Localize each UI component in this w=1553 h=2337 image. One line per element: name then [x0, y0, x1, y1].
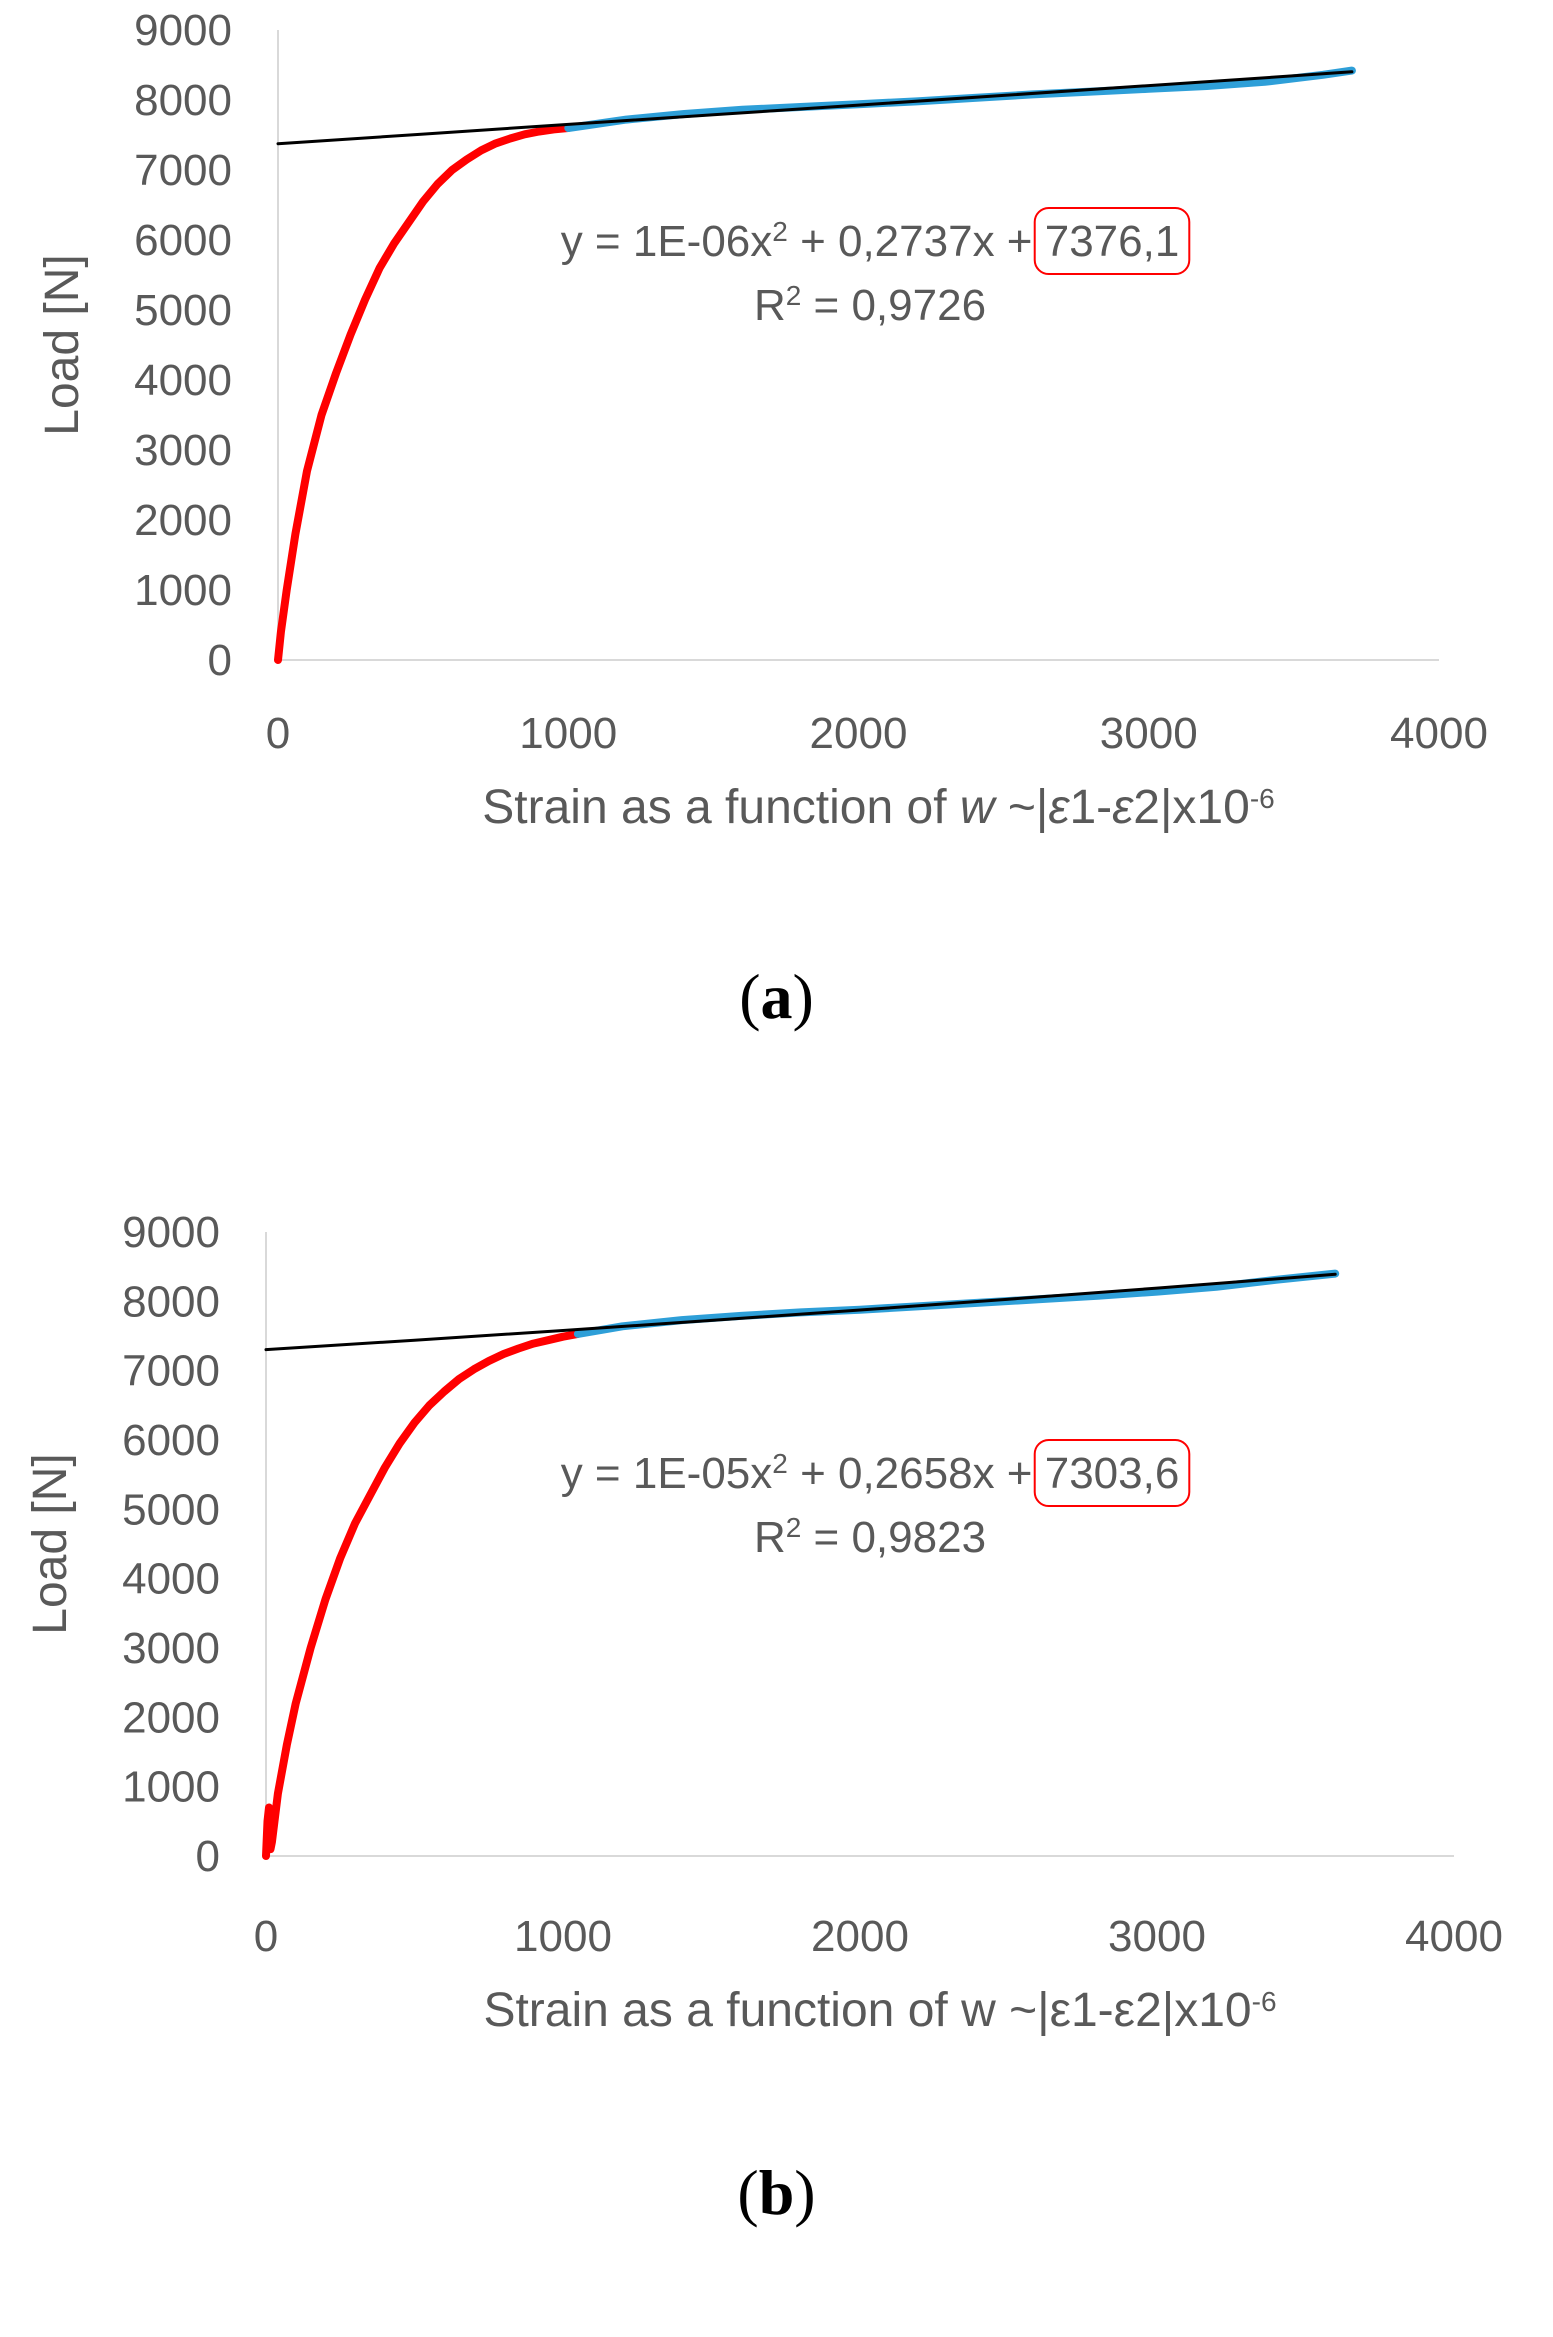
- y-tick-label: 7000: [122, 1347, 220, 1396]
- x-tick-label: 2000: [811, 1912, 909, 1961]
- intercept-highlight-box: [1033, 207, 1191, 275]
- x-axis-title: Strain as a function of w ~|ε1-ε2|x10-6: [482, 781, 1274, 834]
- y-tick-label: 4000: [134, 356, 232, 405]
- x-tick-label: 1000: [519, 709, 617, 758]
- axes: 0 1000 2000 3000 4000 5000 6000 7000 8000 9000 0 10…: [134, 6, 1488, 758]
- data-series-line: [262, 1329, 582, 1860]
- chart-panel-a: 0 1000 2000 3000 4000 5000 6000 7000 8000 9000 0 10…: [0, 0, 1553, 1060]
- equation-line-1: y = 1E-06x2 + 0,2737x + 7376,1: [561, 216, 1180, 267]
- series-group: [262, 1269, 1340, 1860]
- equation-line-2: R2 = 0,9823: [754, 1512, 986, 1563]
- series-group: [274, 66, 1356, 664]
- y-tick-label: 0: [196, 1832, 220, 1881]
- chart-b-svg: 0 1000 2000 3000 4000 5000 6000 7000 8000 9000 0 10…: [24, 1208, 1503, 2037]
- x-tick-label: 4000: [1405, 1912, 1503, 1961]
- axes: 0 1000 2000 3000 4000 5000 6000 7000 8000 9000 0 10…: [122, 1208, 1503, 1961]
- y-tick-label: 9000: [134, 6, 232, 55]
- y-tick-label: 2000: [134, 496, 232, 545]
- trendline-equation: y = 1E-05x2 + 0,2658x + 7303,6 R2 = 0,98…: [561, 1439, 1191, 1563]
- x-tick-label: 4000: [1390, 709, 1488, 758]
- y-tick-label: 6000: [134, 216, 232, 265]
- x-tick-label: 1000: [514, 1912, 612, 1961]
- x-tick-label: 2000: [810, 709, 908, 758]
- intercept-value: 7303,6: [1045, 1449, 1180, 1498]
- y-tick-label: 7000: [134, 146, 232, 195]
- trendline: [264, 1272, 1337, 1352]
- y-tick-label: 6000: [122, 1416, 220, 1465]
- equation-line-2: R2 = 0,9726: [754, 280, 986, 331]
- intercept-value: 7376,1: [1045, 217, 1180, 266]
- x-axis-title: Strain as a function of w ~|ε1-ε2|x10-6: [483, 1984, 1276, 2037]
- y-tick-label: 4000: [122, 1555, 220, 1604]
- trendline: [276, 70, 1354, 146]
- data-series-line: [274, 124, 573, 664]
- chart-a-svg: 0 1000 2000 3000 4000 5000 6000 7000 8000 9000 0 10…: [36, 6, 1488, 834]
- x-tick-label: 3000: [1100, 709, 1198, 758]
- y-tick-label: 0: [208, 636, 232, 685]
- y-tick-label: 5000: [134, 286, 232, 335]
- y-tick-label: 5000: [122, 1485, 220, 1534]
- y-tick-label: 8000: [134, 76, 232, 125]
- caption-b: (b): [737, 2157, 816, 2228]
- y-tick-label: 2000: [122, 1693, 220, 1742]
- chart-panel-b: 0 1000 2000 3000 4000 5000 6000 7000 8000 9000 0 10…: [0, 1196, 1553, 2256]
- y-tick-label: 1000: [134, 566, 232, 615]
- y-axis-title: Load [N]: [24, 1453, 77, 1634]
- caption-a: (a): [739, 961, 814, 1032]
- y-tick-label: 3000: [134, 426, 232, 475]
- y-tick-label: 1000: [122, 1763, 220, 1812]
- y-axis-title: Load [N]: [36, 254, 89, 435]
- intercept-highlight-box: [1033, 1439, 1191, 1507]
- equation-line-1: y = 1E-05x2 + 0,2658x + 7303,6: [561, 1448, 1180, 1499]
- x-tick-label: 0: [254, 1912, 278, 1961]
- trendline-equation: y = 1E-06x2 + 0,2737x + 7376,1 R2 = 0,97…: [561, 207, 1191, 331]
- x-tick-label: 3000: [1108, 1912, 1206, 1961]
- y-tick-label: 3000: [122, 1624, 220, 1673]
- y-tick-label: 8000: [122, 1277, 220, 1326]
- y-tick-label: 9000: [122, 1208, 220, 1257]
- y-axis-title-text: Load [N]: [36, 254, 89, 435]
- y-axis-title-text: Load [N]: [24, 1453, 77, 1634]
- x-tick-label: 0: [266, 709, 290, 758]
